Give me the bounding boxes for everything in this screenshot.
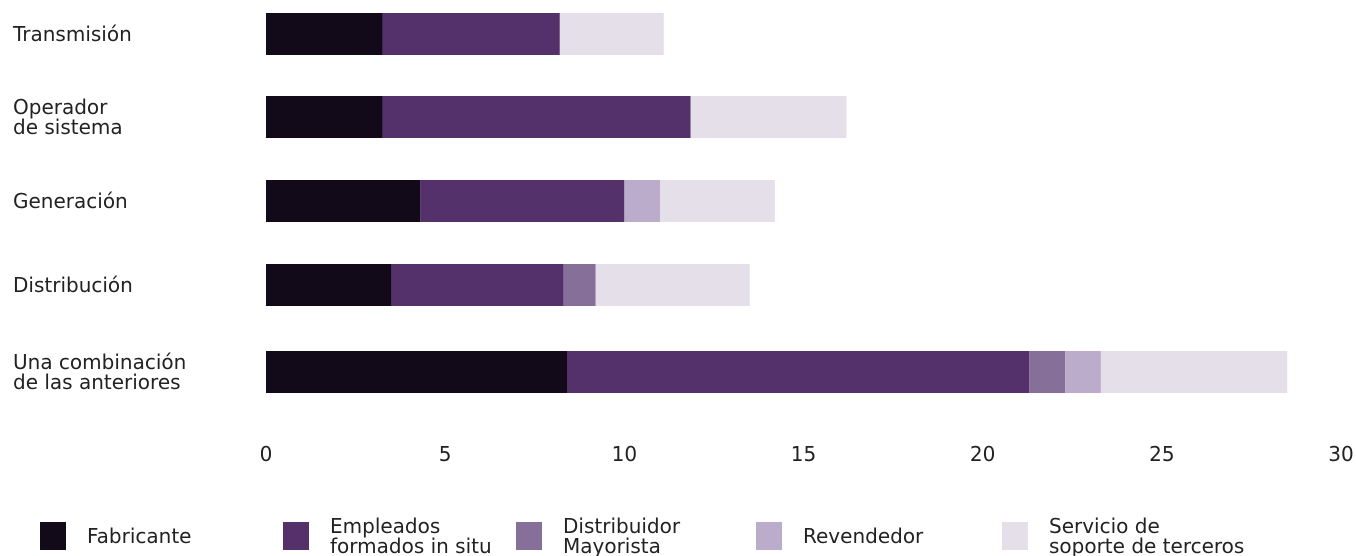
- bar-segment: [624, 180, 661, 222]
- category-label: Transmisión: [13, 22, 132, 46]
- x-tick-label: 20: [969, 442, 996, 466]
- x-tick-label: 25: [1149, 442, 1175, 466]
- category-label: Generación: [13, 189, 128, 213]
- legend-label: Distribuidor Mayorista: [563, 514, 681, 556]
- bar-segment: [559, 13, 664, 55]
- bar-segment: [266, 96, 383, 138]
- bar-segment: [567, 351, 1030, 393]
- x-tick-label: 30: [1328, 442, 1354, 466]
- legend-swatch: [1002, 522, 1028, 550]
- bar-segment: [1100, 351, 1288, 393]
- legend-label: Servicio de soporte de terceros: [1049, 514, 1245, 556]
- bar-segment: [563, 264, 596, 306]
- bar-segment: [595, 264, 750, 306]
- x-tick-label: 15: [790, 442, 817, 466]
- legend-label: Revendedor: [803, 524, 924, 548]
- legend-swatch: [40, 522, 66, 550]
- bar-segment: [420, 180, 625, 222]
- x-tick-label: 0: [259, 442, 273, 466]
- bar-segment: [382, 96, 691, 138]
- bar-segment: [382, 13, 560, 55]
- legend-swatch: [756, 522, 782, 550]
- bar-segment: [391, 264, 564, 306]
- bar-segment: [266, 180, 421, 222]
- bar-segment: [1029, 351, 1066, 393]
- x-tick-label: 5: [438, 442, 452, 466]
- bar-segment: [660, 180, 775, 222]
- category-label: Operador de sistema: [13, 95, 123, 139]
- legend-swatch: [283, 522, 309, 550]
- category-label: Una combinación de las anteriores: [13, 350, 187, 394]
- bar-segment: [266, 13, 383, 55]
- category-label: Distribución: [13, 273, 133, 297]
- legend-label: Fabricante: [87, 524, 192, 548]
- bar-segment: [266, 351, 567, 393]
- x-tick-label: 10: [611, 442, 638, 466]
- bar-segment: [1065, 351, 1101, 393]
- bar-segment: [266, 264, 392, 306]
- bar-segment: [690, 96, 847, 138]
- legend-label: Empleados formados in situ: [330, 514, 492, 556]
- legend-swatch: [516, 522, 542, 550]
